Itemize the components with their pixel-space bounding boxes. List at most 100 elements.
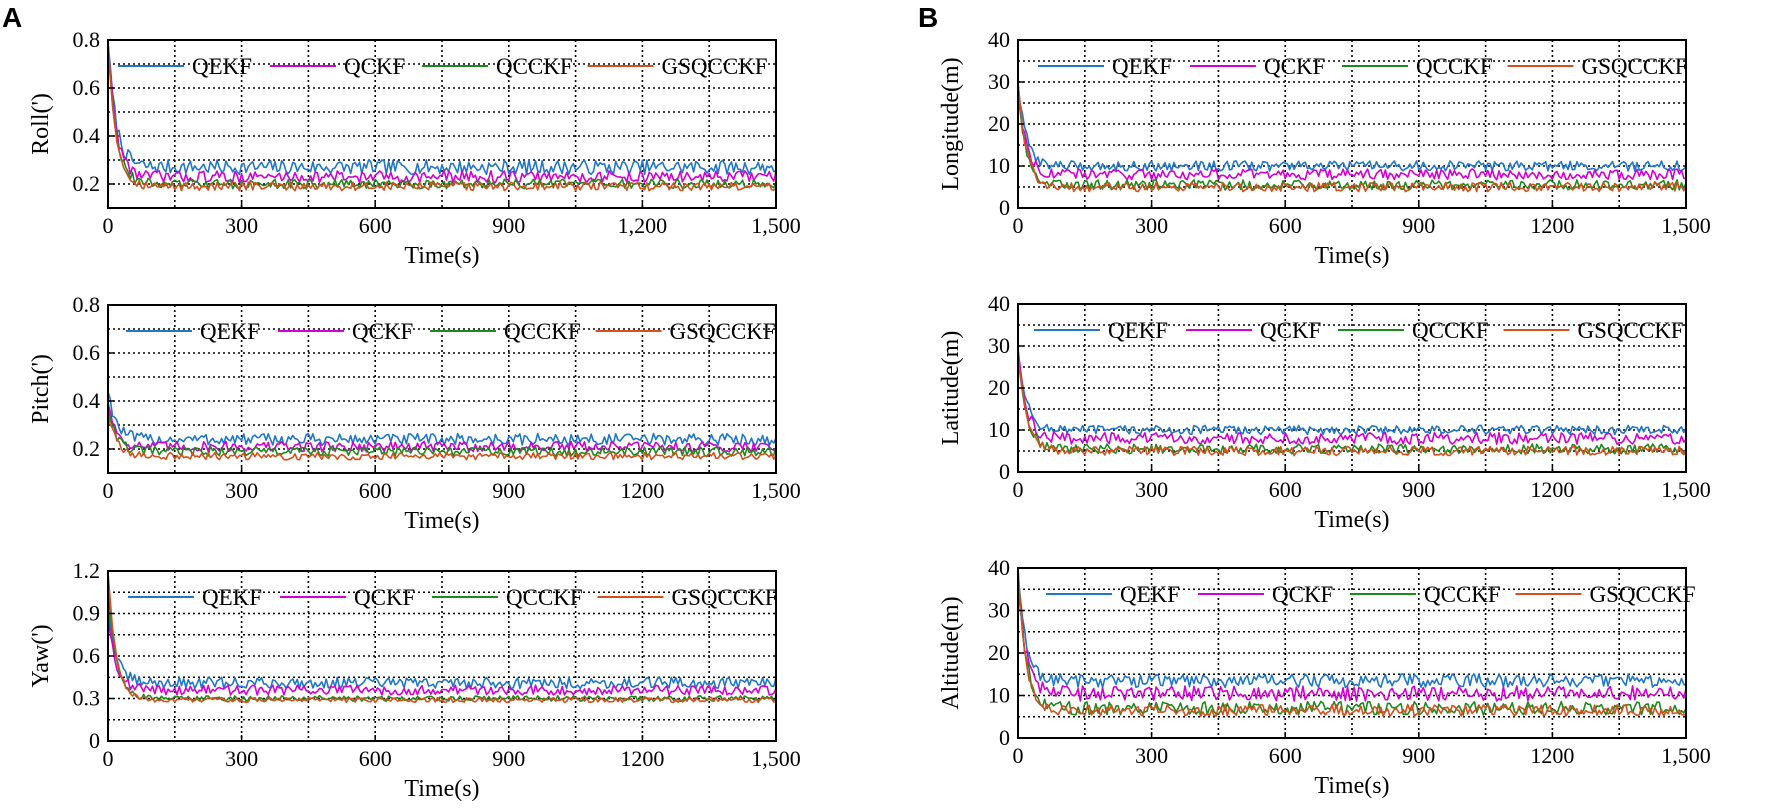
- legend-label-gsqcckf: GSQCCKF: [1582, 54, 1688, 79]
- series-line-qekf: [107, 608, 777, 690]
- y-axis-title: Pitch('): [28, 354, 54, 424]
- x-tick-label: 300: [1135, 477, 1168, 502]
- y-tick-label: 40: [988, 27, 1010, 52]
- x-tick-label: 900: [492, 478, 525, 503]
- y-axis-title: Roll('): [28, 93, 54, 155]
- series-line-qckf: [107, 42, 777, 184]
- y-tick-label: 20: [988, 640, 1010, 665]
- y-tick-label: 0.6: [73, 75, 101, 100]
- y-tick-label: 0.6: [73, 643, 101, 668]
- x-tick-label: 0: [1013, 213, 1024, 238]
- x-tick-label: 1200: [620, 746, 664, 771]
- y-tick-label: 0.2: [73, 171, 101, 196]
- series-line-qckf: [107, 403, 777, 453]
- x-tick-label: 300: [1135, 213, 1168, 238]
- legend-label-qekf: QEKF: [200, 319, 260, 344]
- y-tick-label: 30: [988, 69, 1010, 94]
- legend-label-qcckf: QCCKF: [504, 319, 581, 344]
- series-line-qekf: [1017, 83, 1687, 172]
- x-tick-label: 0: [103, 213, 114, 238]
- x-tick-label: 900: [1402, 743, 1435, 768]
- y-tick-label: 20: [988, 111, 1010, 136]
- legend-label-qckf: QCKF: [352, 319, 413, 344]
- chart-6: QEKF QCKF QCCKF GSQCCKF 0 300 600 900 1200 1,500 0…: [938, 555, 1711, 799]
- legend-label-gsqcckf: GSQCCKF: [1578, 318, 1684, 343]
- legend-label-qcckf: QCCKF: [506, 585, 583, 610]
- chart-3: QEKF QCKF QCCKF GSQCCKF 0 300 600 900 1200 1,500 0…: [28, 558, 801, 802]
- chart-1: QEKF QCKF QCCKF GSQCCKF 0 300 600 900 1,200 1,500…: [28, 27, 801, 269]
- plot-frame: [107, 304, 777, 474]
- x-tick-label: 1,500: [1661, 477, 1711, 502]
- series-line-qcckf: [107, 407, 777, 457]
- y-tick-label: 20: [988, 375, 1010, 400]
- y-tick-label: 10: [988, 153, 1010, 178]
- y-tick-label: 0.3: [73, 686, 101, 711]
- series-line-gsqcckf: [1017, 350, 1687, 457]
- x-tick-label: 600: [1269, 213, 1302, 238]
- series-line-gsqcckf: [107, 571, 777, 704]
- series-line-qckf: [1017, 351, 1687, 446]
- x-tick-label: 1,500: [1661, 213, 1711, 238]
- y-axis-title: Altitude(m): [938, 596, 964, 709]
- y-axis-title: Yaw('): [28, 624, 54, 687]
- x-tick-label: 0: [1013, 743, 1024, 768]
- series-line-gsqcckf: [107, 411, 777, 461]
- series-line-qekf: [107, 43, 777, 176]
- legend-label-gsqcckf: GSQCCKF: [670, 319, 776, 344]
- legend-label-qcckf: QCCKF: [1424, 582, 1501, 607]
- series-line-gsqcckf: [1017, 568, 1687, 718]
- legend-label-qekf: QEKF: [192, 54, 252, 79]
- plot-frame: [107, 39, 777, 209]
- y-tick-label: 0: [89, 728, 100, 753]
- x-axis-title: Time(s): [1314, 507, 1389, 533]
- y-axis-title: Longitude(m): [938, 57, 964, 190]
- series-line-qckf: [1017, 87, 1687, 181]
- x-tick-label: 0: [1013, 477, 1024, 502]
- y-axis-title: Latitude(m): [938, 331, 964, 446]
- y-tick-label: 0: [999, 459, 1010, 484]
- x-tick-label: 1,500: [751, 478, 801, 503]
- x-tick-label: 900: [492, 213, 525, 238]
- x-axis-title: Time(s): [1314, 243, 1389, 269]
- panel-label-b: B: [918, 2, 939, 33]
- x-tick-label: 600: [359, 746, 392, 771]
- legend-label-qckf: QCKF: [354, 585, 415, 610]
- series-line-qckf: [1017, 585, 1687, 702]
- x-axis-title: Time(s): [404, 243, 479, 269]
- y-tick-label: 40: [988, 555, 1010, 580]
- x-tick-label: 300: [225, 213, 258, 238]
- x-tick-label: 600: [1269, 477, 1302, 502]
- series-line-qekf: [107, 391, 777, 447]
- y-tick-label: 0.6: [73, 340, 101, 365]
- legend-label-gsqcckf: GSQCCKF: [662, 54, 768, 79]
- y-tick-label: 0: [999, 725, 1010, 750]
- x-tick-label: 1200: [620, 478, 664, 503]
- x-tick-label: 1200: [1530, 213, 1574, 238]
- y-tick-label: 0.2: [73, 436, 101, 461]
- x-tick-label: 1200: [1530, 743, 1574, 768]
- chart-2: QEKF QCKF QCCKF GSQCCKF 0 300 600 900 1200 1,500 0…: [28, 292, 801, 534]
- legend-label-qckf: QCKF: [1264, 54, 1325, 79]
- series-line-gsqcckf: [107, 41, 777, 192]
- panel-label-a: A: [2, 2, 23, 33]
- y-tick-label: 0.8: [73, 27, 101, 52]
- x-tick-label: 0: [103, 478, 114, 503]
- series-line-qcckf: [1017, 91, 1687, 191]
- legend-label-qckf: QCKF: [1272, 582, 1333, 607]
- y-tick-label: 30: [988, 333, 1010, 358]
- series-line-qcckf: [107, 586, 777, 703]
- x-tick-label: 1,200: [618, 213, 668, 238]
- chart-5: QEKF QCKF QCCKF GSQCCKF 0 300 600 900 1200 1,500 0…: [938, 291, 1711, 533]
- y-tick-label: 0: [999, 195, 1010, 220]
- legend-label-gsqcckf: GSQCCKF: [672, 585, 778, 610]
- legend-label-gsqcckf: GSQCCKF: [1590, 582, 1696, 607]
- legend-label-qekf: QEKF: [1112, 54, 1172, 79]
- legend-label-qckf: QCKF: [1260, 318, 1321, 343]
- series-line-qcckf: [107, 42, 777, 190]
- legend-label-qckf: QCKF: [344, 54, 405, 79]
- x-axis-title: Time(s): [404, 776, 479, 802]
- chart-4: QEKF QCKF QCCKF GSQCCKF 0 300 600 900 1200 1,500 0…: [938, 27, 1711, 269]
- x-tick-label: 900: [1402, 477, 1435, 502]
- x-tick-label: 600: [359, 478, 392, 503]
